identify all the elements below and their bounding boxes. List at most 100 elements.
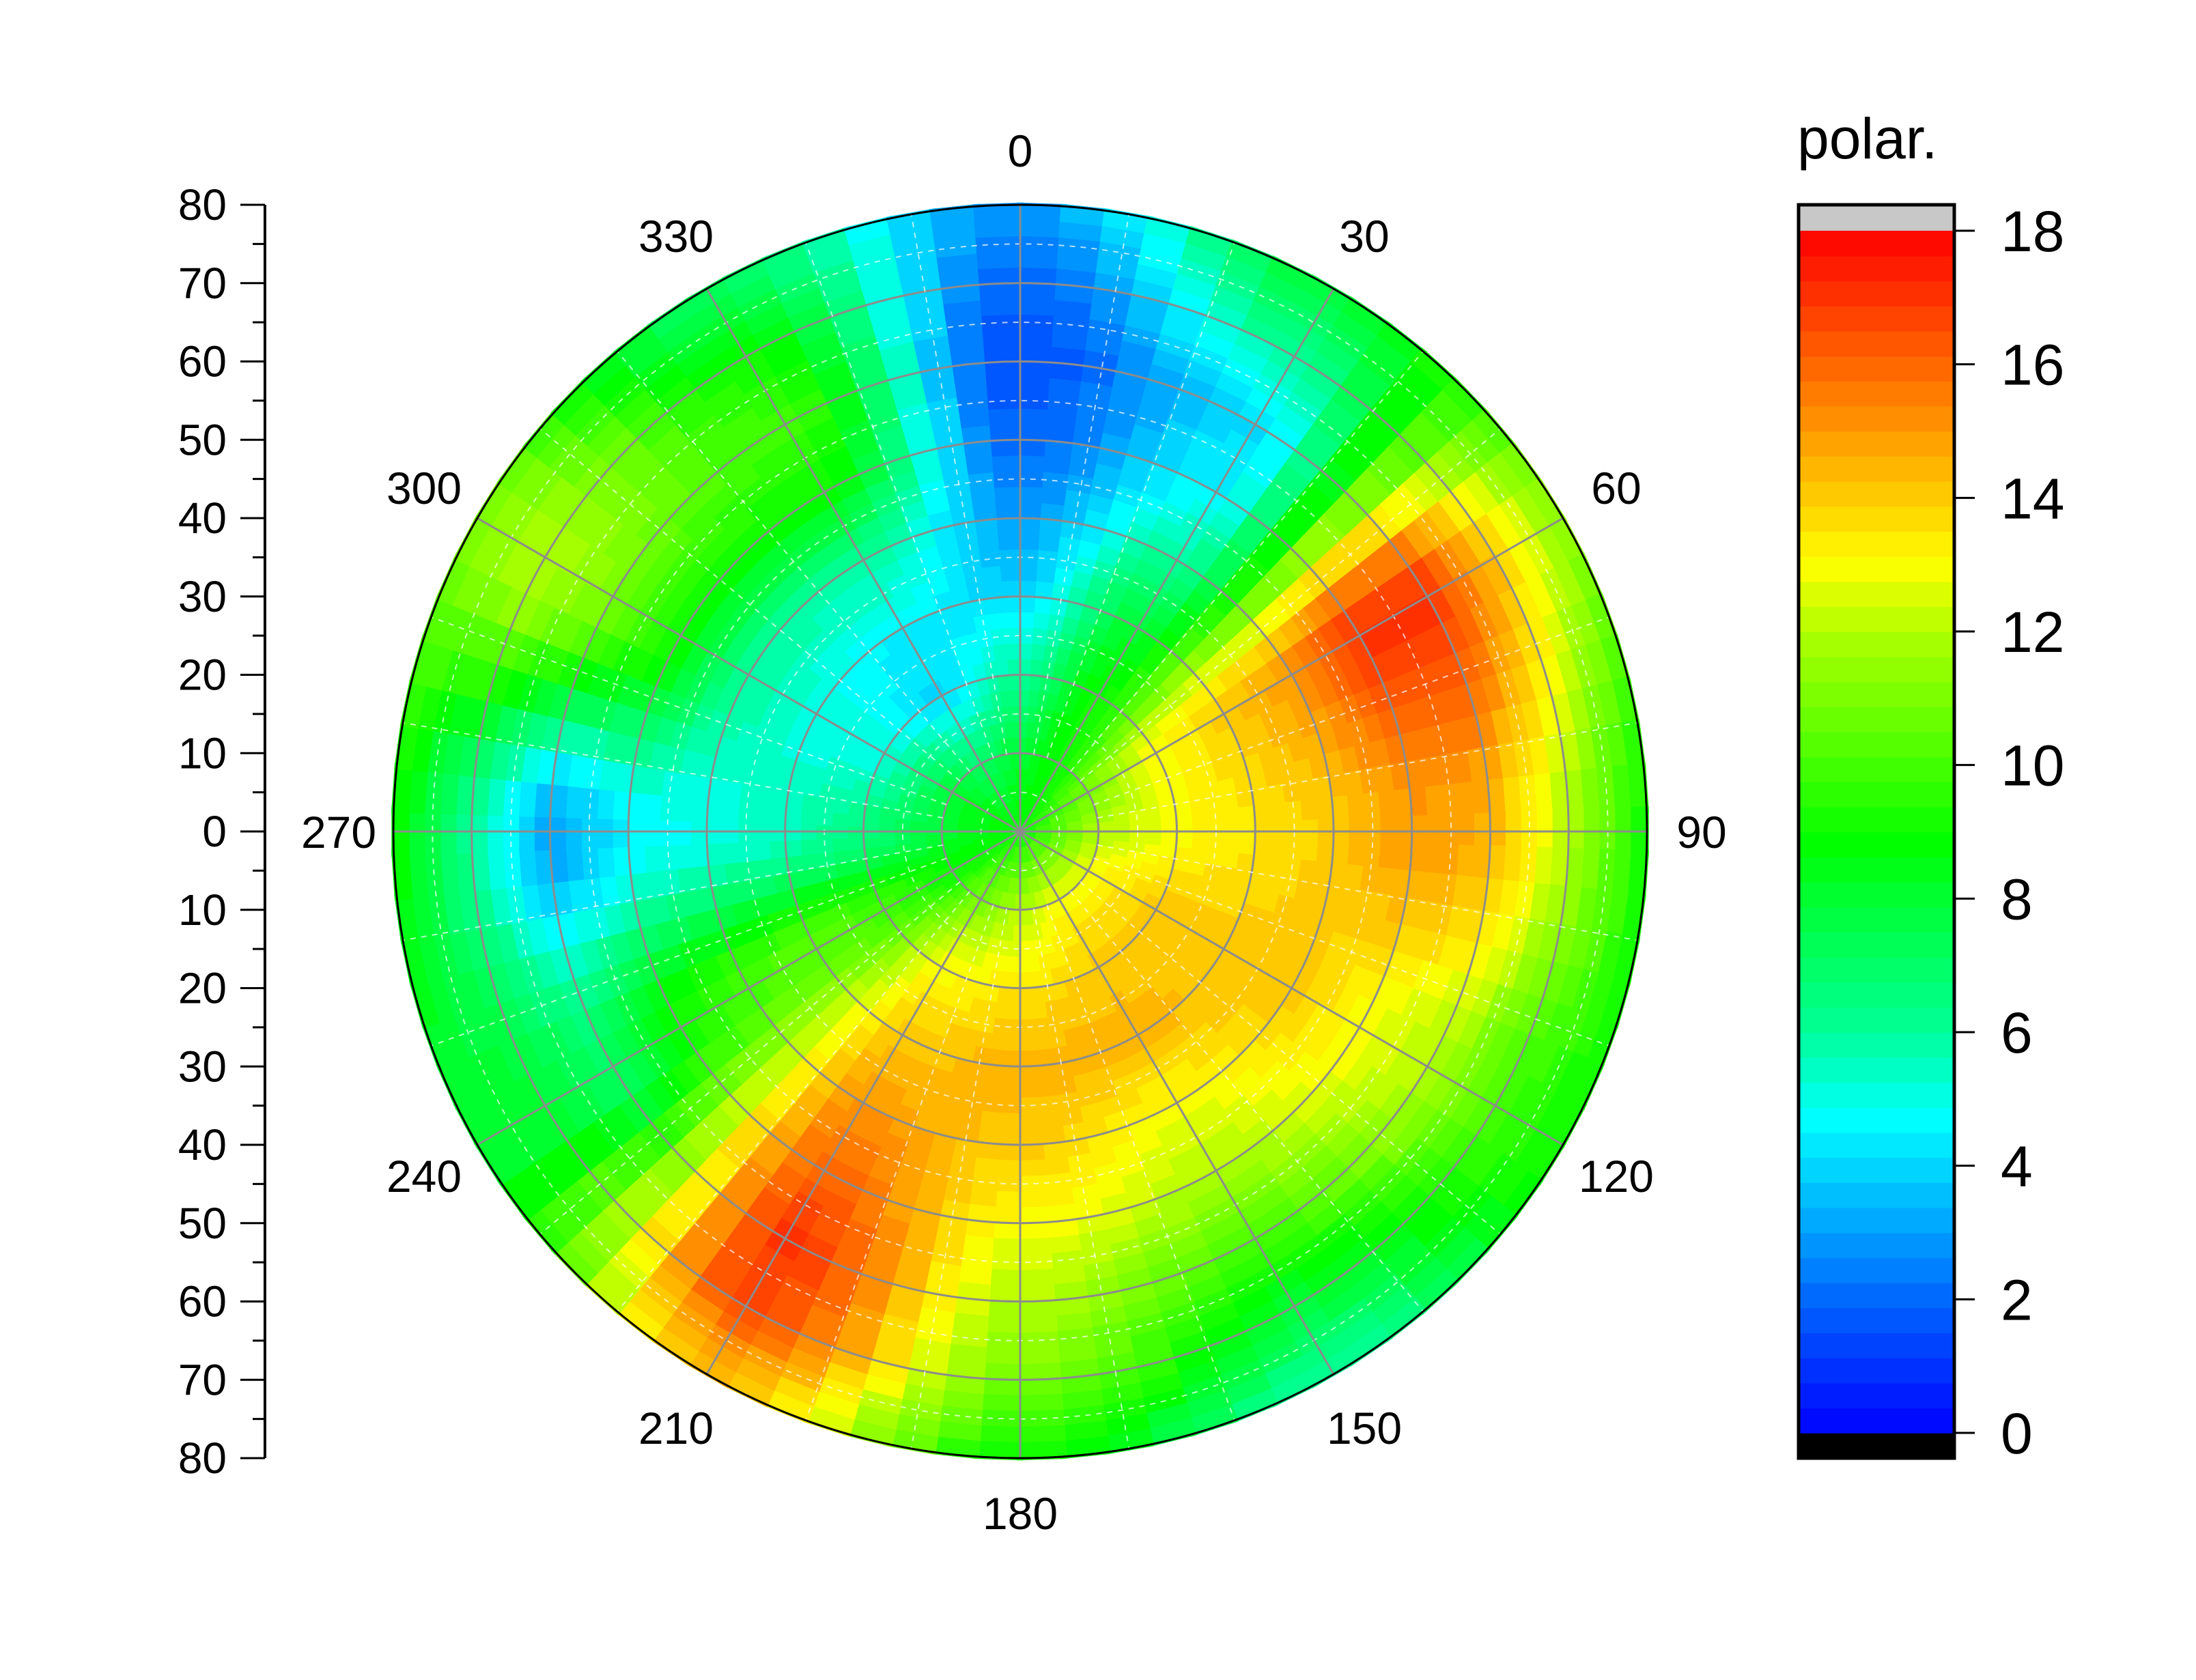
contour-cell bbox=[541, 521, 580, 568]
contour-cell bbox=[566, 577, 601, 621]
contour-cell bbox=[1426, 965, 1456, 1005]
contour-cell bbox=[1014, 750, 1021, 769]
contour-cell bbox=[1006, 799, 1015, 818]
contour-cell bbox=[731, 416, 774, 453]
contour-cell bbox=[1018, 1097, 1042, 1116]
contour-cell bbox=[1038, 1110, 1064, 1131]
contour-cell bbox=[749, 442, 790, 479]
contour-cell bbox=[1028, 751, 1038, 771]
contour-cell bbox=[975, 1409, 1024, 1429]
contour-cell bbox=[910, 803, 929, 816]
contour-cell bbox=[1120, 1102, 1151, 1129]
contour-cell bbox=[852, 246, 903, 275]
contour-cell bbox=[613, 320, 664, 366]
contour-cell bbox=[1015, 846, 1019, 866]
contour-cell bbox=[955, 819, 974, 827]
contour-cell bbox=[1518, 846, 1540, 889]
contour-cell bbox=[704, 840, 724, 866]
contour-cell bbox=[581, 622, 613, 664]
contour-cell bbox=[993, 808, 1009, 822]
contour-cell bbox=[801, 866, 823, 887]
contour-cell bbox=[1380, 1235, 1427, 1279]
contour-cell bbox=[1029, 767, 1039, 786]
contour-cell bbox=[968, 711, 983, 732]
contour-cell bbox=[1018, 453, 1049, 472]
contour-cell bbox=[1017, 1347, 1060, 1367]
contour-cell bbox=[854, 967, 879, 992]
radial-tick-label: 60 bbox=[178, 337, 227, 386]
contour-cell bbox=[1312, 410, 1357, 449]
contour-cell bbox=[872, 1213, 910, 1241]
contour-cell bbox=[959, 407, 994, 429]
contour-cell bbox=[1050, 836, 1069, 844]
contour-cell bbox=[996, 806, 1011, 821]
colorbar-level bbox=[1799, 831, 1954, 857]
contour-cell bbox=[759, 1300, 806, 1336]
contour-cell bbox=[1194, 1302, 1241, 1335]
contour-cell bbox=[608, 601, 642, 642]
contour-cell bbox=[990, 625, 1009, 646]
contour-cell bbox=[1078, 801, 1097, 813]
contour-cell bbox=[525, 984, 557, 1029]
contour-cell bbox=[1080, 806, 1099, 817]
contour-cell bbox=[1177, 256, 1228, 288]
contour-cell bbox=[997, 892, 1008, 911]
contour-cell bbox=[861, 1357, 910, 1386]
minor-grid-spoke bbox=[617, 351, 971, 772]
contour-cell bbox=[982, 1315, 1023, 1335]
contour-cell bbox=[1499, 1118, 1540, 1169]
contour-cell bbox=[949, 344, 990, 367]
contour-cell bbox=[1315, 677, 1343, 710]
contour-cell bbox=[1368, 502, 1407, 544]
contour-cell bbox=[1143, 376, 1185, 405]
contour-cell bbox=[966, 857, 983, 872]
contour-cell bbox=[1420, 1216, 1467, 1264]
contour-cell bbox=[985, 853, 1000, 870]
contour-cell bbox=[579, 783, 600, 819]
colorbar-level bbox=[1799, 1182, 1954, 1208]
contour-cell bbox=[856, 261, 906, 291]
contour-cell bbox=[981, 312, 1023, 332]
contour-cell bbox=[976, 532, 1002, 553]
contour-cell bbox=[892, 817, 912, 829]
contour-cell bbox=[843, 1418, 897, 1448]
contour-cell bbox=[562, 388, 609, 436]
contour-cell bbox=[979, 801, 996, 814]
contour-cell bbox=[622, 1014, 655, 1054]
contour-cell bbox=[1512, 485, 1553, 537]
contour-cell bbox=[1028, 784, 1038, 802]
contour-cell bbox=[1521, 530, 1559, 580]
contour-cell bbox=[1267, 783, 1288, 807]
contour-cell bbox=[1159, 316, 1206, 347]
contour-cell bbox=[1366, 455, 1409, 498]
contour-cell bbox=[1410, 347, 1460, 395]
contour-cell bbox=[751, 801, 772, 825]
contour-cell bbox=[1125, 307, 1170, 336]
contour-cell bbox=[481, 1083, 520, 1133]
contour-cell bbox=[947, 1311, 989, 1335]
contour-cell bbox=[1045, 775, 1059, 794]
contour-cell bbox=[1190, 849, 1210, 866]
contour-cell bbox=[724, 460, 765, 497]
colorbar-level bbox=[1799, 1232, 1954, 1258]
contour-cell bbox=[1463, 470, 1505, 519]
contour-cell bbox=[1001, 704, 1013, 724]
contour-cell bbox=[1440, 783, 1461, 819]
contour-cell bbox=[1118, 775, 1139, 791]
contour-cell bbox=[774, 268, 825, 304]
contour-cell bbox=[1097, 839, 1116, 849]
contour-cell bbox=[1157, 1202, 1196, 1232]
contour-cell bbox=[647, 296, 699, 339]
contour-cell bbox=[1054, 565, 1078, 587]
contour-cell bbox=[653, 371, 701, 414]
contour-cell bbox=[679, 1167, 720, 1208]
contour-cell bbox=[673, 793, 693, 822]
contour-cell bbox=[694, 1201, 737, 1241]
minor-grid-spoke bbox=[1097, 722, 1638, 819]
contour-cell bbox=[997, 875, 1008, 894]
contour-cell bbox=[1035, 831, 1054, 836]
contour-cell bbox=[1023, 878, 1030, 897]
contour-cell bbox=[1050, 344, 1091, 367]
contour-cell bbox=[1134, 261, 1184, 291]
contour-cell bbox=[1018, 1143, 1045, 1163]
